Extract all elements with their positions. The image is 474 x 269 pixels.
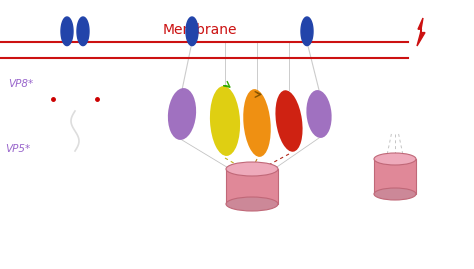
Bar (374, 159, 416, 194)
Polygon shape (186, 17, 198, 45)
Text: VP8*: VP8* (8, 79, 33, 89)
Text: Membrane: Membrane (163, 23, 237, 37)
Text: VP5*: VP5* (5, 144, 30, 154)
Polygon shape (61, 17, 73, 45)
Ellipse shape (275, 90, 302, 152)
Polygon shape (77, 17, 89, 45)
Ellipse shape (210, 86, 240, 156)
Polygon shape (301, 17, 313, 45)
Ellipse shape (168, 88, 196, 140)
Ellipse shape (306, 90, 332, 138)
Bar (226, 169, 278, 204)
Ellipse shape (243, 89, 271, 157)
Polygon shape (417, 18, 425, 46)
Ellipse shape (374, 153, 416, 165)
Ellipse shape (374, 188, 416, 200)
Ellipse shape (226, 197, 278, 211)
Ellipse shape (226, 162, 278, 176)
